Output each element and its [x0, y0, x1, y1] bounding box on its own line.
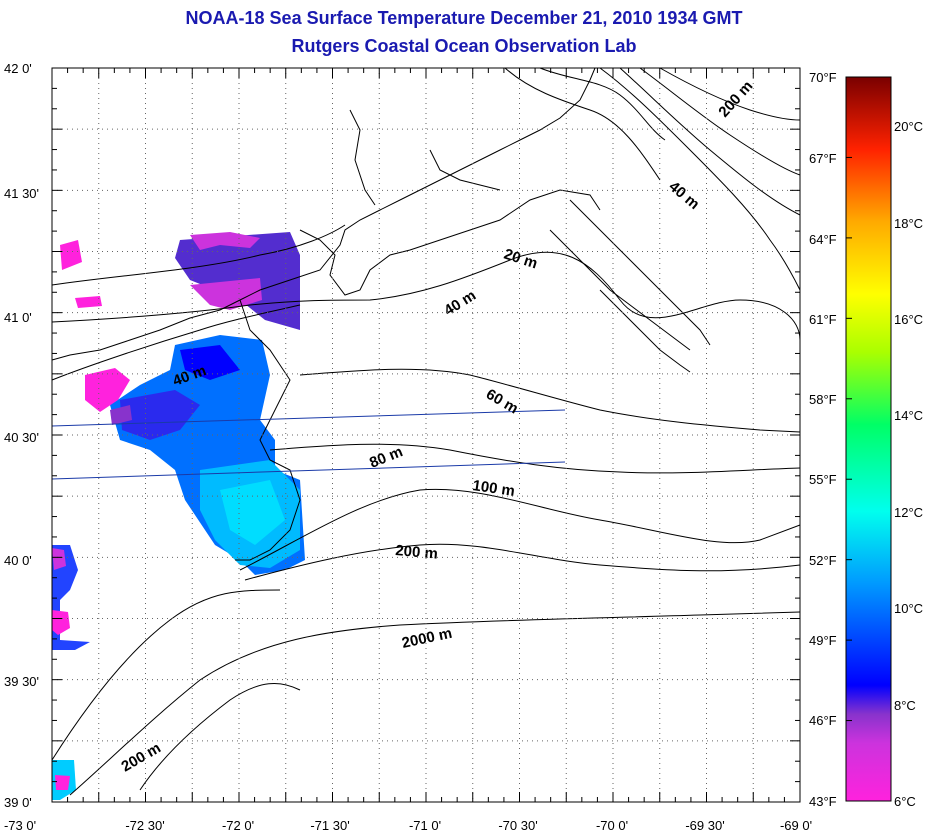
map-title: NOAA-18 Sea Surface Temperature December…: [185, 8, 743, 28]
map-subtitle: Rutgers Coastal Ocean Observation Lab: [291, 36, 637, 56]
fahrenheit-label: 61°F: [809, 312, 837, 327]
contour-label: 2000 m: [400, 625, 453, 652]
celsius-label: 8°C: [894, 698, 916, 713]
celsius-label: 18°C: [894, 216, 923, 231]
coastline: [51, 67, 711, 561]
lon-tick-label: -69 30': [685, 818, 724, 833]
celsius-label: 20°C: [894, 119, 923, 134]
lon-tick-label: -72 0': [222, 818, 254, 833]
fahrenheit-label: 67°F: [809, 151, 837, 166]
lat-tick-label: 41 0': [4, 310, 32, 325]
contour-label: 20 m: [502, 246, 540, 273]
lat-tick-label: 41 30': [4, 186, 39, 201]
fahrenheit-label: 43°F: [809, 794, 837, 809]
fahrenheit-label: 49°F: [809, 633, 837, 648]
lat-tick-label: 42 0': [4, 61, 32, 76]
celsius-label: 12°C: [894, 505, 923, 520]
contour-label: 40 m: [441, 287, 479, 320]
lon-tick-label: -73 0': [4, 818, 36, 833]
lon-tick-label: -70 30': [498, 818, 537, 833]
lon-tick-label: -72 30': [125, 818, 164, 833]
lon-tick-label: -70 0': [596, 818, 628, 833]
contour-label: 100 m: [471, 477, 515, 500]
celsius-label: 14°C: [894, 408, 923, 423]
fahrenheit-label: 55°F: [809, 472, 837, 487]
lat-tick-label: 39 0': [4, 795, 32, 810]
sst-data-layer: [52, 232, 305, 800]
fahrenheit-label: 46°F: [809, 713, 837, 728]
satellite-tracks: [51, 409, 566, 480]
colorbar-gradient: [845, 76, 892, 802]
fahrenheit-label: 58°F: [809, 392, 837, 407]
celsius-label: 6°C: [894, 794, 916, 809]
celsius-label: 16°C: [894, 312, 923, 327]
colorbar: 70°F 67°F 64°F 61°F 58°F 55°F 52°F 49°F …: [809, 70, 923, 809]
bathymetry-contours: [51, 67, 801, 796]
axis-ticks: [51, 67, 801, 803]
lat-tick-label: 39 30': [4, 674, 39, 689]
lon-tick-label: -71 30': [310, 818, 349, 833]
fahrenheit-label: 52°F: [809, 553, 837, 568]
contour-label: 200 m: [395, 542, 439, 563]
lat-tick-label: 40 30': [4, 430, 39, 445]
fahrenheit-label: 70°F: [809, 70, 837, 85]
axis-labels: -73 0' -72 30' -72 0' -71 30' -71 0' -70…: [4, 61, 812, 833]
lon-tick-label: -71 0': [409, 818, 441, 833]
fahrenheit-label: 64°F: [809, 232, 837, 247]
lon-tick-label: -69 0': [780, 818, 812, 833]
contour-label: 40 m: [665, 178, 702, 213]
lat-tick-label: 40 0': [4, 553, 32, 568]
celsius-label: 10°C: [894, 601, 923, 616]
